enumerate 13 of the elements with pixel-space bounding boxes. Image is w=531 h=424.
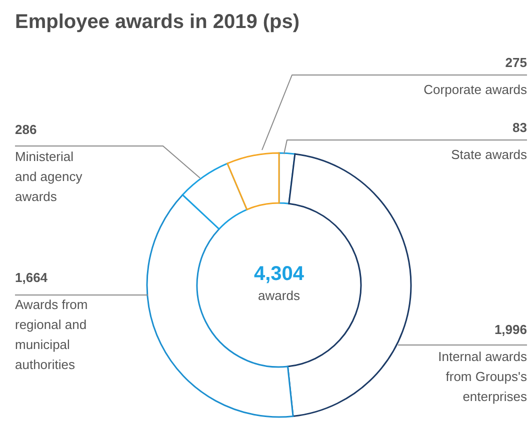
slice-label: Awards from regional and municipal authorities <box>15 297 88 372</box>
slice-label: Ministerial and agency awards <box>15 149 83 204</box>
data-label: 1,996 <box>494 322 527 337</box>
data-label: 83 <box>512 120 527 135</box>
slice-label: Internal awards from Groups's enterprises <box>438 349 528 404</box>
text: awards <box>258 288 300 303</box>
data-label: 275 <box>505 55 527 70</box>
data-label: 286 <box>15 122 37 137</box>
data-label: 1,664 <box>15 270 48 285</box>
slice-label: State awards <box>451 147 528 162</box>
text: 4,304 <box>254 263 305 285</box>
slice-label: Corporate awards <box>424 82 528 97</box>
chart-title: Employee awards in 2019 (ps) <box>15 11 300 33</box>
